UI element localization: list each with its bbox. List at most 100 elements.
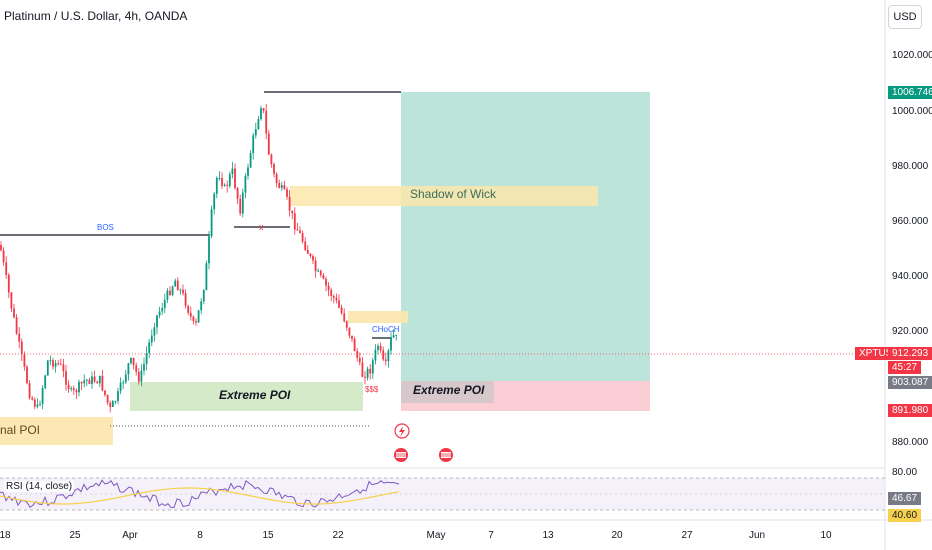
extreme-poi-label-right[interactable]: Extreme POI [413,383,485,397]
candle-body [54,363,57,367]
x-label[interactable]: x [259,222,264,232]
choch-label[interactable]: CHoCH [372,325,400,334]
candle-body [384,359,387,362]
candle-body [111,401,114,407]
shadow-of-wick-label[interactable]: Shadow of Wick [410,187,497,201]
candle-body [241,192,244,214]
candle-body [356,351,359,358]
candle-body [98,375,101,384]
candle-body [20,341,23,355]
candle-body [135,365,138,372]
candle-body [88,379,91,384]
lightning-event-icon[interactable] [394,423,410,439]
target-price-tag: 1006.746 [888,86,932,99]
price-tick: 880.000 [892,437,929,448]
candle-body [187,305,190,313]
candle-body [166,290,169,300]
internal-poi-label[interactable]: nal POI [0,423,41,437]
date-tick: Apr [122,530,138,541]
candle-body [200,301,203,311]
extreme-poi-label-left[interactable]: Extreme POI [219,388,291,402]
candle-body [127,363,130,375]
candle-body [189,312,192,317]
date-tick: 22 [332,530,344,541]
candle-body [109,402,112,407]
date-tick: Jun [748,530,766,541]
internal-poi-zone[interactable] [0,417,113,445]
candle-body [371,360,374,374]
candle-body [278,183,281,188]
profit-zone[interactable] [401,92,650,381]
currency-button[interactable]: USD [888,5,922,29]
candle-body [358,357,361,363]
us-flag-event-icon[interactable] [439,448,453,462]
countdown-tag: 45:27 [888,361,922,374]
date-tick: 25 [69,530,81,541]
candle-body [80,381,83,384]
candle-body [132,357,135,366]
candle-body [265,110,268,134]
candle-body [291,210,294,214]
candle-body [340,307,343,314]
candle-body [46,360,49,376]
date-tick: 10 [820,530,832,541]
candle-body [361,362,364,377]
candle-body [41,388,44,404]
shadow-of-wick-zone[interactable] [290,186,598,206]
candle-body [273,164,275,174]
candle-body [215,177,218,194]
candle-body [244,175,247,193]
candle-body [93,376,96,382]
candle-body [275,173,278,184]
candle-body [195,321,197,323]
candle-body [395,334,398,336]
candle-body [252,135,255,154]
candle-body [364,376,366,378]
extreme-poi-zone-left[interactable] [130,382,363,411]
candle-body [83,380,86,384]
candle-body [18,333,21,342]
extreme-poi-zone-right[interactable] [401,381,494,403]
candle-body [59,363,62,365]
sss-label[interactable]: $$$ [365,385,379,394]
candle-body [267,133,270,155]
candle-body [2,250,5,263]
candle-body [161,308,164,312]
candle-body [247,167,249,176]
candle-body [228,174,231,186]
candle-body [148,342,151,354]
candle-body [236,187,239,199]
candle-body [153,327,156,336]
candle-body [348,327,351,336]
candle-body [62,364,65,372]
candle-body [192,316,195,322]
rsi-indicator-title[interactable]: RSI (14, close) [4,481,75,492]
symbol-title[interactable]: Platinum / U.S. Dollar, 4h, OANDA [4,9,188,23]
candle-body [254,129,257,136]
candle-body [70,388,73,390]
bos-label[interactable]: BOS [97,223,114,232]
candle-body [72,388,75,391]
candle-body [309,253,312,256]
choch-supply-zone[interactable] [348,311,408,323]
date-tick: 20 [611,530,623,541]
candle-body [332,296,335,298]
candlestick-series [0,103,398,413]
candle-body [223,184,226,186]
candle-body [351,335,353,339]
candle-body [299,230,301,234]
date-tick: 18 [0,530,11,541]
rsi-ma-tag: 40.60 [888,509,922,522]
candle-body [96,381,99,384]
candle-body [182,289,184,294]
candle-body [218,177,221,179]
us-flag-event-icon[interactable] [394,448,408,462]
candle-body [75,390,78,393]
candle-body [379,345,382,351]
candle-body [140,370,143,382]
date-tick: 7 [488,530,494,541]
candle-body [221,177,223,186]
candle-body [293,213,296,230]
candle-body [179,289,182,291]
